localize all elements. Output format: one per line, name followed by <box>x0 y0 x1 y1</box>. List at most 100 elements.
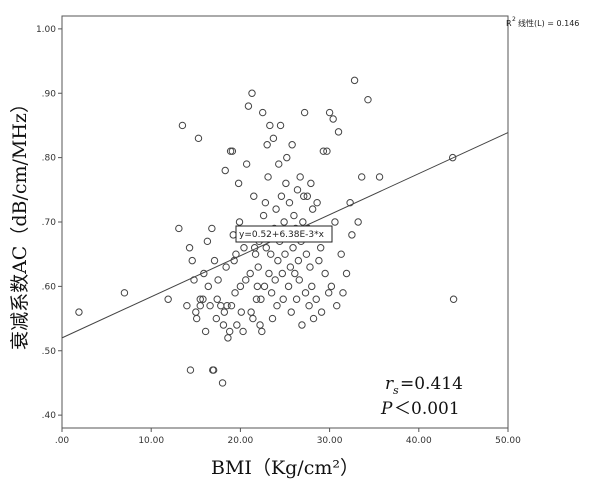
data-point-42 <box>231 289 239 297</box>
data-point-93 <box>280 218 288 226</box>
data-point-140 <box>331 218 339 226</box>
data-point-152 <box>375 173 384 181</box>
data-point-116 <box>300 108 309 117</box>
legend: R 2 线性(L) = 0.146 <box>506 16 579 28</box>
data-point-153 <box>448 153 457 162</box>
data-point-115 <box>300 192 308 200</box>
data-point-0 <box>75 308 83 316</box>
data-point-138 <box>327 282 336 291</box>
data-point-49 <box>239 327 247 336</box>
data-point-147 <box>348 231 356 239</box>
data-point-18 <box>203 237 212 246</box>
data-point-77 <box>266 121 274 130</box>
data-point-2 <box>164 295 172 303</box>
data-point-130 <box>315 256 323 265</box>
data-point-131 <box>316 244 325 252</box>
data-point-7 <box>186 366 195 374</box>
data-point-142 <box>334 128 343 136</box>
data-point-92 <box>279 295 287 303</box>
data-point-27 <box>214 276 222 284</box>
data-point-87 <box>275 160 283 168</box>
data-point-61 <box>251 250 260 258</box>
data-point-50 <box>240 244 248 252</box>
data-point-68 <box>258 327 266 336</box>
equation-label: y=0.52+6.38E-3*x <box>239 230 325 240</box>
data-point-11 <box>192 314 201 323</box>
data-point-105 <box>291 269 299 278</box>
data-point-89 <box>276 121 285 130</box>
data-point-6 <box>185 244 194 252</box>
data-point-91 <box>278 269 287 278</box>
data-point-45 <box>234 179 243 188</box>
data-point-134 <box>321 269 329 278</box>
data-point-57 <box>248 89 256 97</box>
data-point-109 <box>294 256 303 265</box>
data-point-8 <box>188 256 196 265</box>
x-axis-ticks: .00 10.00 20.00 30.00 40.00 50.00 <box>55 428 521 446</box>
data-point-98 <box>284 282 293 291</box>
rs-subscript: s <box>393 384 399 397</box>
x-tick-label: .00 <box>55 436 70 446</box>
data-point-129 <box>313 198 321 207</box>
data-point-132 <box>317 308 326 316</box>
data-point-113 <box>298 321 306 329</box>
data-point-33 <box>222 263 230 271</box>
data-point-148 <box>350 76 359 85</box>
data-point-62 <box>252 295 261 303</box>
data-point-75 <box>264 173 272 181</box>
data-point-145 <box>342 269 351 278</box>
data-point-80 <box>268 314 277 323</box>
data-point-146 <box>346 198 354 207</box>
data-point-15 <box>199 295 207 303</box>
data-point-123 <box>307 179 315 188</box>
data-point-104 <box>290 211 298 220</box>
data-point-3 <box>175 224 183 233</box>
data-point-117 <box>301 289 310 297</box>
data-point-23 <box>209 366 218 374</box>
data-point-29 <box>218 379 227 387</box>
data-point-136 <box>325 289 333 297</box>
data-point-53 <box>244 102 253 110</box>
data-point-39 <box>228 147 237 155</box>
data-point-133 <box>319 147 328 155</box>
data-point-139 <box>329 115 337 123</box>
data-point-69 <box>259 108 267 117</box>
equation-box: y=0.52+6.38E-3*x <box>235 225 333 243</box>
x-tick-label: 20.00 <box>228 436 254 446</box>
data-point-151 <box>364 95 372 104</box>
data-point-52 <box>242 160 251 168</box>
data-point-47 <box>236 282 245 291</box>
data-point-51 <box>242 276 250 284</box>
data-point-126 <box>309 314 318 323</box>
y-axis-title: 衰减系数AC（dB/cm/MHz） <box>9 94 31 350</box>
data-point-83 <box>271 276 279 284</box>
data-point-34 <box>223 301 231 310</box>
data-point-94 <box>281 250 289 258</box>
data-point-103 <box>289 244 297 252</box>
data-point-73 <box>262 244 270 252</box>
data-point-26 <box>213 295 221 303</box>
legend-r: R <box>506 19 512 28</box>
y-tick-label: .40 <box>42 411 57 421</box>
stats-annotation: r s =0.414 P ＜0.001 <box>380 374 463 419</box>
data-point-48 <box>237 308 245 316</box>
data-point-150 <box>358 173 366 181</box>
data-point-95 <box>282 179 290 188</box>
data-point-119 <box>303 192 311 200</box>
data-point-55 <box>246 269 254 278</box>
data-point-32 <box>221 166 229 175</box>
data-point-135 <box>323 147 331 155</box>
data-point-63 <box>253 282 262 291</box>
data-point-144 <box>339 289 347 297</box>
legend-r-superscript: 2 <box>512 16 516 23</box>
data-point-21 <box>208 224 216 233</box>
data-point-19 <box>204 282 212 291</box>
data-point-79 <box>267 289 276 297</box>
data-point-36 <box>225 327 234 336</box>
rs-symbol: r <box>385 374 394 394</box>
y-tick-label: .60 <box>42 282 57 292</box>
data-point-99 <box>285 198 294 207</box>
data-point-85 <box>273 301 281 310</box>
